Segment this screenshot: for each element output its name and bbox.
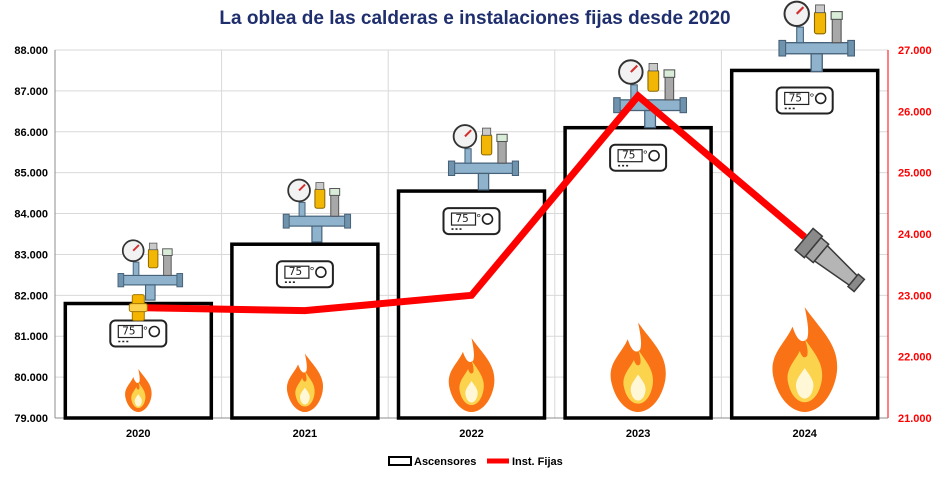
left-tick-label: 87.000 bbox=[14, 86, 48, 98]
x-tick-label: 2021 bbox=[293, 428, 317, 440]
left-tick-label: 85.000 bbox=[14, 168, 48, 180]
bar-decorations: 75 ° 75 ° 75 ° 75 ° 75 ° bbox=[109, 0, 856, 412]
right-axis-ticks: 21.000 22.000 23.000 24.000 25.000 26.000 27.0… bbox=[898, 45, 932, 425]
left-axis-ticks: 79.000 80.000 81.000 82.000 83.000 84.000 85.0… bbox=[14, 45, 48, 425]
right-tick-label: 25.000 bbox=[898, 168, 932, 180]
left-tick-label: 81.000 bbox=[14, 331, 48, 343]
valve-icon bbox=[777, 0, 856, 73]
thermostat-display: 75 ° bbox=[122, 325, 149, 338]
thermostat-icon: 75 ° bbox=[275, 260, 334, 289]
left-tick-label: 82.000 bbox=[14, 290, 48, 302]
valve-icon bbox=[447, 123, 520, 191]
right-tick-label: 24.000 bbox=[898, 229, 932, 241]
left-tick-label: 80.000 bbox=[14, 372, 48, 384]
right-tick-label: 22.000 bbox=[898, 352, 932, 364]
x-tick-label: 2024 bbox=[792, 428, 817, 440]
left-tick-label: 86.000 bbox=[14, 127, 48, 139]
x-axis-labels: 2020 2021 2022 2023 2024 bbox=[126, 428, 818, 440]
legend-label-ascensores: Ascensores bbox=[414, 456, 476, 468]
thermostat-icon: 75 ° bbox=[609, 143, 668, 172]
thermostat-display: 75 ° bbox=[789, 91, 816, 104]
legend-label-inst-fijas: Inst. Fijas bbox=[512, 456, 563, 468]
thermostat-icon: 75 ° bbox=[442, 207, 501, 236]
thermostat-display: 75 ° bbox=[456, 212, 483, 225]
thermostat-display: 75 ° bbox=[622, 149, 649, 162]
valve-icon bbox=[282, 178, 352, 243]
valve-icon bbox=[117, 239, 184, 302]
right-tick-label: 27.000 bbox=[898, 45, 932, 57]
right-tick-label: 26.000 bbox=[898, 106, 932, 118]
left-tick-label: 84.000 bbox=[14, 209, 48, 221]
thermostat-icon: 75 ° bbox=[109, 319, 168, 348]
thermostat-display: 75 ° bbox=[289, 265, 316, 278]
chart-title: La oblea de las calderas e instalaciones… bbox=[219, 8, 731, 29]
line-series-inst-fijas bbox=[128, 91, 866, 322]
x-tick-label: 2022 bbox=[459, 428, 483, 440]
pipe-nozzle-icon bbox=[794, 227, 866, 293]
legend: Ascensores Inst. Fijas bbox=[388, 456, 563, 468]
thermostat-icon: 75 ° bbox=[775, 86, 834, 115]
left-tick-label: 88.000 bbox=[14, 45, 48, 57]
point-inst-fijas-2022 bbox=[470, 293, 473, 297]
right-tick-label: 23.000 bbox=[898, 290, 932, 302]
x-tick-label: 2020 bbox=[126, 428, 150, 440]
legend-swatch-ascensores bbox=[388, 456, 412, 466]
point-inst-fijas-2023 bbox=[636, 94, 640, 98]
left-tick-label: 79.000 bbox=[14, 413, 48, 425]
point-inst-fijas-2021 bbox=[303, 309, 307, 313]
left-tick-label: 83.000 bbox=[14, 249, 48, 261]
right-tick-label: 21.000 bbox=[898, 413, 932, 425]
pipe-cap-icon bbox=[128, 294, 148, 322]
x-tick-label: 2023 bbox=[626, 428, 650, 440]
